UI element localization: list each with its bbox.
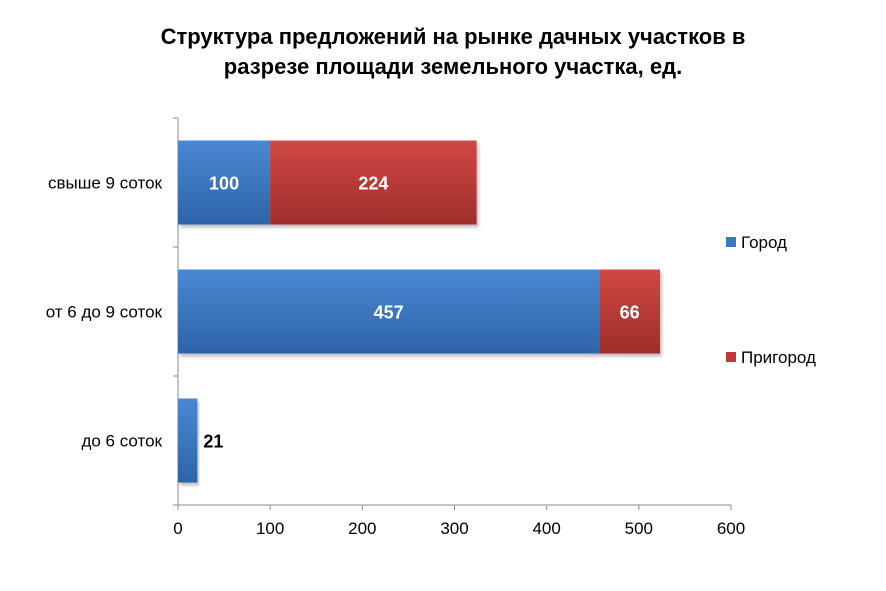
x-tick-label: 100 [256,519,284,538]
data-label: 224 [358,174,388,194]
x-tick-label: 0 [173,519,182,538]
chart-title-line-1: Структура предложений на рынке дачных уч… [160,24,746,49]
x-tick-label: 500 [625,519,653,538]
bar-city [178,269,600,354]
bar-suburb [599,269,661,354]
bar-city [178,140,271,225]
x-tick-label: 200 [348,519,376,538]
data-label: 100 [209,174,239,194]
legend-label: Пригород [741,348,816,367]
bar-city [178,398,198,483]
legend-marker [726,237,736,247]
legend-label: Город [741,233,787,252]
data-label: 21 [203,432,223,452]
category-label: свыше 9 соток [48,174,163,193]
x-tick-label: 600 [717,519,745,538]
chart-title-line-2: разрезе площади земельного участка, ед. [223,54,683,79]
x-tick-label: 400 [532,519,560,538]
chart-title: Структура предложений на рынке дачных уч… [70,22,836,82]
bar-suburb [270,140,477,225]
legend-marker [726,352,736,362]
category-label: до 6 соток [81,432,162,451]
category-label: от 6 до 9 соток [46,303,163,322]
x-tick-label: 300 [440,519,468,538]
data-label: 66 [620,303,640,323]
data-label: 457 [374,303,404,323]
